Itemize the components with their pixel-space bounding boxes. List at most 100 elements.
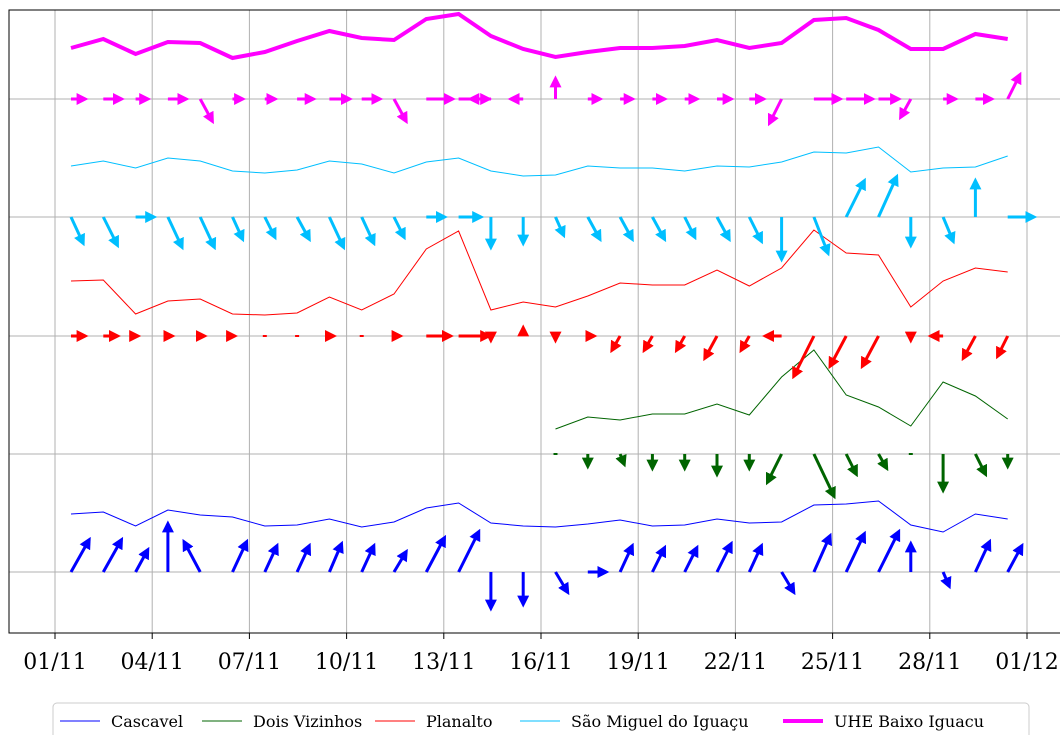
series-cascavel xyxy=(69,500,1024,612)
wind-arrow xyxy=(877,528,901,573)
wind-arrow xyxy=(554,216,566,239)
series-layer xyxy=(69,11,1038,612)
wind-arrow xyxy=(877,453,889,472)
x-tick-label: 28/11 xyxy=(898,650,961,675)
wind-arrow xyxy=(974,538,992,573)
wind-arrow xyxy=(1006,542,1024,573)
x-tick-label: 16/11 xyxy=(509,650,572,675)
series-uhe-baixo-iguacu xyxy=(70,11,1022,127)
wind-arrow xyxy=(182,538,202,573)
wind-arrow xyxy=(651,216,667,243)
series-dois-vizinhos xyxy=(553,349,1014,500)
wind-arrow xyxy=(295,216,311,243)
wind-arrow xyxy=(683,216,697,241)
wind-arrow xyxy=(792,335,816,380)
x-tick-label: 10/11 xyxy=(315,650,378,675)
wind-arrow xyxy=(974,453,988,478)
wind-arrow xyxy=(69,536,91,573)
wind-arrow xyxy=(328,216,346,251)
legend-label: São Miguel do Iguaçu xyxy=(571,712,749,731)
wind-arrow xyxy=(747,216,763,245)
wind-arrow xyxy=(739,335,751,354)
wind-arrow xyxy=(683,544,699,573)
wind-arrow xyxy=(860,335,880,370)
wind-arrow xyxy=(812,216,831,257)
series-line xyxy=(555,349,1008,430)
wind-arrow xyxy=(844,177,866,218)
wind-arrow xyxy=(392,98,408,125)
x-tick-label: 04/11 xyxy=(120,650,183,675)
wind-arrow xyxy=(457,528,481,573)
wind-arrow xyxy=(961,335,977,362)
x-tick-label: 13/11 xyxy=(412,650,475,675)
x-tick-label: 01/12 xyxy=(995,650,1058,675)
wind-arrow xyxy=(610,335,622,354)
wind-arrow xyxy=(618,216,634,243)
legend-label: Cascavel xyxy=(111,712,183,731)
series-planalto xyxy=(70,229,1010,380)
wind-arrow xyxy=(101,536,124,573)
wind-arrow xyxy=(715,216,731,243)
series-line xyxy=(70,229,1008,316)
wind-arrow xyxy=(674,335,687,354)
series-line xyxy=(70,11,1009,61)
wind-arrow xyxy=(899,98,913,121)
grid xyxy=(9,10,1060,633)
wind-arrow xyxy=(765,453,783,486)
series-line xyxy=(70,500,1008,533)
wind-arrow xyxy=(424,534,446,573)
wind-arrow xyxy=(231,216,245,243)
legend-label: Dois Vizinhos xyxy=(253,712,362,731)
wind-arrow xyxy=(812,532,832,573)
wind-arrow xyxy=(166,216,184,251)
wind-arrow xyxy=(844,530,867,573)
wind-arrow xyxy=(828,335,848,370)
legend-label: Planalto xyxy=(426,712,492,731)
x-tick-label: 01/11 xyxy=(23,650,86,675)
wind-arrow xyxy=(767,98,783,127)
wind-arrow xyxy=(360,542,376,573)
x-tick-label: 19/11 xyxy=(606,650,669,675)
legend-box xyxy=(52,702,1030,735)
x-tick-label: 25/11 xyxy=(801,650,864,675)
x-tick-label: 22/11 xyxy=(704,650,767,675)
wind-arrow xyxy=(263,542,279,573)
wind-arrow xyxy=(360,216,376,247)
wind-arrow xyxy=(812,453,836,500)
x-axis: 01/11 04/11 07/11 10/11 13/11 16/11 19/11 22/11… xyxy=(23,633,1059,675)
wind-arrow xyxy=(134,546,150,573)
wind-arrow xyxy=(101,216,119,249)
wind-arrow xyxy=(392,548,408,573)
wind-arrow xyxy=(747,542,764,573)
wind-arrow xyxy=(642,335,654,354)
wind-arrow xyxy=(615,453,627,468)
legend: Cascavel Dois Vizinhos Planalto São Miguel … xyxy=(52,702,1030,735)
wind-arrow xyxy=(844,453,858,478)
wind-arrow xyxy=(328,540,344,573)
wind-arrow xyxy=(618,542,635,573)
wind-arrow xyxy=(703,335,719,362)
series-line xyxy=(70,146,1008,177)
wind-arrow xyxy=(198,216,217,251)
wind-arrow xyxy=(231,538,249,573)
wind-arrow xyxy=(1006,71,1022,100)
wind-arrow xyxy=(877,173,899,218)
wind-arrow xyxy=(940,571,952,590)
wind-arrow xyxy=(780,571,796,596)
wind-arrow xyxy=(263,216,277,241)
wind-arrow xyxy=(392,216,406,241)
wind-arrow xyxy=(996,335,1010,360)
wind-arrow xyxy=(715,540,733,573)
wind-arrow xyxy=(198,98,214,125)
legend-label: UHE Baixo Iguacu xyxy=(834,712,984,731)
x-tick-label: 07/11 xyxy=(218,650,281,675)
wind-arrow xyxy=(554,571,570,596)
series-s-o-miguel-do-igua-u xyxy=(69,146,1038,263)
wind-arrow xyxy=(941,216,956,245)
wind-arrow xyxy=(69,216,85,247)
wind-arrow xyxy=(586,216,602,243)
plot-frame xyxy=(8,9,1060,634)
wind-arrow xyxy=(295,542,312,573)
wind-arrow xyxy=(651,544,667,573)
